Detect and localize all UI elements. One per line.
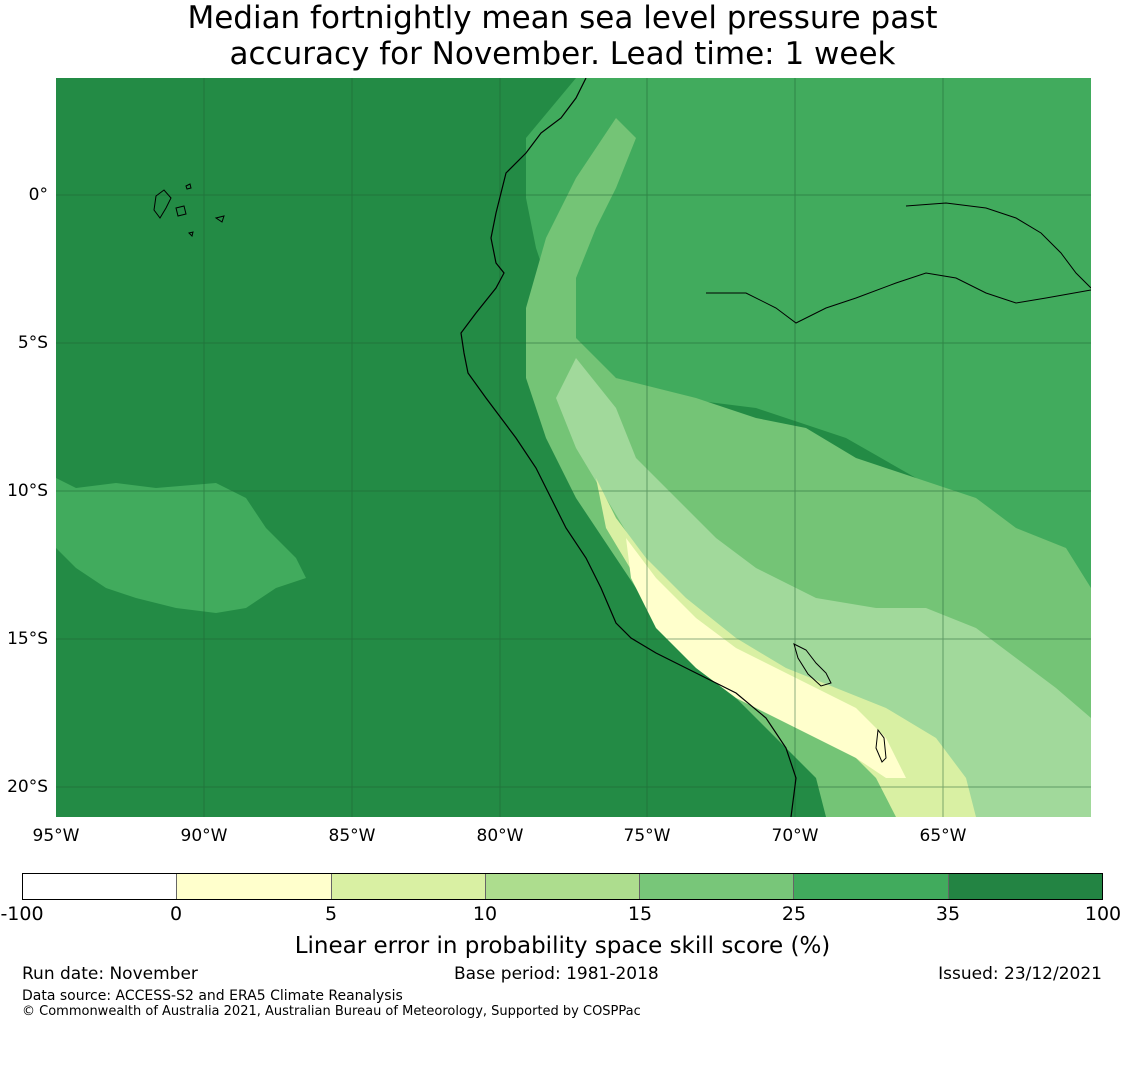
issued-date: Issued: 23/12/2021 [938, 964, 1102, 984]
colorbar-segment [23, 874, 178, 899]
colorbar-segment [331, 874, 486, 899]
lon-label-70w: 70°W [771, 826, 819, 846]
colorbar-label: Linear error in probability space skill … [294, 933, 831, 959]
colorbar [22, 873, 1103, 900]
coastline [460, 78, 797, 817]
lon-label-90w: 90°W [180, 826, 228, 846]
lon-label-95w: 95°W [32, 826, 80, 846]
lon-label-85w: 85°W [328, 826, 376, 846]
colorbar-segment [485, 874, 641, 899]
lat-label-0: 0° [28, 185, 48, 205]
graticule [56, 78, 1091, 817]
title-line-2: accuracy for November. Lead time: 1 week [229, 36, 896, 72]
colorbar-tick: 5 [324, 903, 338, 925]
colorbar-segment [794, 874, 949, 899]
skill-map [56, 78, 1091, 817]
lake-poopo [875, 728, 887, 763]
river-amazon [706, 272, 1091, 324]
colorbar-tick: 0 [169, 903, 183, 925]
map-panel [56, 78, 1091, 817]
skill-field-mid [526, 78, 1091, 588]
colorbar-tick: 10 [472, 903, 498, 925]
colorbar-tick: 15 [627, 903, 653, 925]
chart-title: Median fortnightly mean sea level pressu… [0, 0, 1125, 72]
data-source: Data source: ACCESS-S2 and ERA5 Climate … [22, 988, 403, 1004]
colorbar-segment [177, 874, 332, 899]
colorbar-segment [948, 874, 1102, 899]
lat-label-5s: 5°S [17, 333, 48, 353]
colorbar-tick: 100 [1084, 903, 1122, 925]
colorbar-tick: 25 [781, 903, 807, 925]
galapagos-islands [153, 183, 225, 237]
base-period: Base period: 1981-2018 [454, 964, 659, 984]
colorbar-tick: 35 [935, 903, 961, 925]
lat-label-10s: 10°S [7, 481, 48, 501]
lat-label-15s: 15°S [7, 629, 48, 649]
skill-field-lighter [556, 358, 1091, 817]
colorbar-segment [640, 874, 795, 899]
title-line-1: Median fortnightly mean sea level pressu… [187, 0, 938, 36]
skill-field-pale [596, 478, 976, 817]
skill-field-offshore [56, 478, 306, 613]
lake-titicaca [793, 643, 832, 687]
lon-label-75w: 75°W [623, 826, 671, 846]
skill-field-palest [626, 538, 906, 778]
run-date: Run date: November [22, 964, 198, 984]
copyright: © Commonwealth of Australia 2021, Austra… [22, 1004, 641, 1019]
lon-label-80w: 80°W [476, 826, 524, 846]
lat-label-20s: 20°S [7, 777, 48, 797]
colorbar-tick: -100 [0, 903, 44, 925]
river-amazon-north [905, 202, 1091, 289]
lon-label-65w: 65°W [919, 826, 967, 846]
